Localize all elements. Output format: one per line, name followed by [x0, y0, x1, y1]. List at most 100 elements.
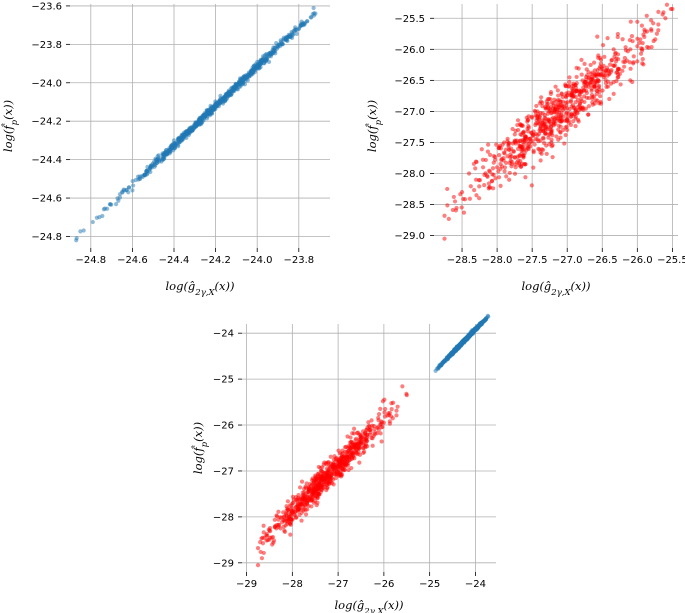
x-tick-label: −28.0	[482, 255, 513, 266]
scatter-point	[276, 509, 281, 514]
scatter-point	[144, 169, 150, 174]
scatter-point	[445, 203, 450, 208]
scatter-point	[551, 123, 556, 128]
scatter-point	[275, 44, 281, 49]
scatter-point	[554, 134, 559, 139]
scatter-point	[520, 123, 525, 128]
scatter-point	[339, 463, 344, 468]
scatter-point	[543, 116, 548, 121]
scatter-point	[640, 41, 645, 46]
scatter-point	[600, 43, 606, 48]
scatter-point	[577, 102, 583, 107]
scatter-point	[628, 47, 633, 52]
y-tick-label: −24.0	[31, 78, 62, 89]
scatter-point	[499, 157, 504, 163]
scatter-point	[304, 481, 309, 486]
scatter-point	[547, 131, 553, 137]
scatter-point	[163, 149, 168, 155]
scatter-point	[590, 102, 596, 107]
scatter-point	[565, 115, 570, 120]
scatter-point	[549, 100, 554, 105]
scatter-point	[656, 28, 661, 33]
scatter-point	[349, 465, 354, 471]
scatter-point	[301, 504, 306, 509]
scatter-point	[311, 500, 316, 505]
scatter-point	[524, 140, 529, 145]
scatter-point	[383, 406, 388, 412]
scatter-point	[234, 82, 239, 87]
scatter-point	[445, 356, 451, 361]
scatter-point	[290, 510, 295, 515]
scatter-point	[188, 126, 193, 131]
scatter-point	[361, 450, 366, 455]
scatter-point	[209, 109, 214, 115]
scatter-point	[565, 100, 570, 105]
scatter-point	[530, 115, 535, 120]
scatter-point	[382, 397, 387, 402]
scatter-point	[220, 101, 226, 106]
scatter-point	[629, 34, 635, 39]
scatter-point	[382, 414, 388, 419]
scatter-point	[347, 454, 352, 459]
scatter-point	[525, 129, 531, 134]
scatter-point	[357, 452, 363, 457]
scatter-point	[569, 104, 574, 109]
scatter-point	[506, 142, 511, 147]
scatter-point	[604, 65, 610, 70]
scatter-point	[603, 77, 608, 82]
x-tick-label: −27.0	[552, 255, 583, 266]
scatter-point	[635, 44, 640, 49]
scatter-point	[611, 91, 616, 96]
scatter-point	[590, 96, 595, 101]
scatter-point	[622, 64, 627, 69]
scatter-point	[246, 72, 251, 78]
scatter-point	[366, 420, 371, 425]
x-tick-label: −27.5	[517, 255, 548, 266]
scatter-point	[519, 161, 525, 166]
scatter-point	[250, 67, 256, 72]
scatter-point	[343, 445, 348, 450]
scatter-point	[482, 183, 487, 188]
scatter-point	[171, 138, 177, 143]
scatter-point	[670, 6, 675, 12]
scatter-point	[607, 62, 613, 67]
scatter-point	[263, 57, 268, 62]
scatter-point	[512, 171, 518, 176]
scatter-point	[555, 88, 560, 93]
scatter-point	[615, 31, 621, 37]
scatter-point	[289, 517, 294, 522]
scatter-point	[299, 479, 305, 484]
scatter-point	[378, 422, 383, 427]
scatter-point	[450, 350, 455, 355]
scatter-point	[621, 59, 626, 64]
y-axis-label: log(f̂p(x))	[1, 100, 20, 152]
scatter-point	[583, 106, 588, 111]
scatter-point	[577, 92, 582, 97]
scatter-point	[281, 510, 286, 515]
x-tick-label: −28.5	[447, 255, 478, 266]
scatter-point	[322, 470, 327, 476]
scatter-point	[261, 530, 266, 535]
scatter-point	[381, 420, 386, 425]
x-tick-label: −24.6	[117, 255, 148, 266]
scatter-point	[544, 151, 549, 156]
scatter-point	[175, 137, 181, 142]
y-tick-label: −26.5	[394, 76, 425, 87]
scatter-point	[255, 546, 261, 551]
scatter-point	[620, 37, 625, 42]
scatter-point	[264, 533, 269, 538]
scatter-point	[537, 101, 542, 106]
scatter-point	[551, 115, 556, 120]
scatter-point	[320, 477, 325, 482]
scatter-point	[242, 74, 247, 80]
scatter-point	[288, 532, 293, 537]
scatter-point	[642, 34, 647, 40]
scatter-point	[339, 451, 344, 457]
scatter-point	[307, 489, 313, 494]
scatter-point	[545, 111, 550, 116]
scatter-panel-top-right: −28.5 −28.0 −27.5 −27.0 −26.5 −26.0 −25.5 −29.0…	[365, 2, 685, 298]
scatter-point	[607, 96, 612, 102]
scatter-point	[378, 406, 383, 411]
scatter-point	[589, 88, 594, 93]
scatter-point	[637, 40, 642, 45]
